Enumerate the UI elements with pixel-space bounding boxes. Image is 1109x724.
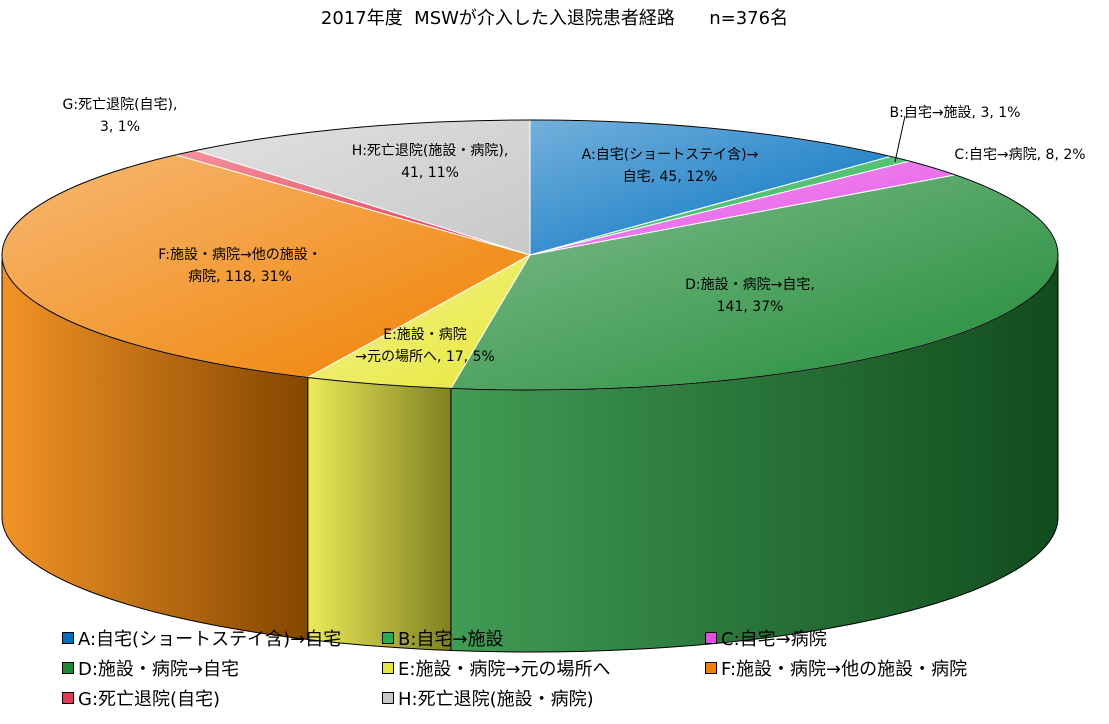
- data-label-line: 自宅, 45, 12%: [622, 169, 718, 185]
- data-label-E: E:施設・病院 →元の場所へ, 17, 5%: [305, 324, 545, 368]
- legend-item-H: H:死亡退院(施設・病院): [382, 684, 594, 712]
- legend-swatch: [382, 632, 394, 644]
- data-label-G: G:死亡退院(自宅), 3, 1%: [10, 94, 230, 138]
- data-label-F: F:施設・病院→他の施設・ 病院, 118, 31%: [80, 244, 400, 288]
- pie-side-E: [307, 376, 452, 651]
- data-label-line: C:自宅→病院, 8, 2%: [954, 147, 1086, 163]
- legend-item-B: B:自宅→施設: [382, 624, 504, 652]
- legend-label: C:自宅→病院: [721, 629, 827, 650]
- legend-item-F: F:施設・病院→他の施設・病院: [705, 654, 967, 682]
- data-label-H: H:死亡退院(施設・病院), 41, 11%: [300, 140, 560, 184]
- data-label-line: 141, 37%: [716, 299, 784, 315]
- legend-label: F:施設・病院→他の施設・病院: [721, 659, 968, 680]
- legend-label: E:施設・病院→元の場所へ: [398, 659, 611, 680]
- legend-label: D:施設・病院→自宅: [78, 659, 240, 680]
- data-label-C: C:自宅→病院, 8, 2%: [905, 144, 1109, 166]
- legend-label: H:死亡退院(施設・病院): [398, 689, 594, 710]
- legend-label: G:死亡退院(自宅): [78, 689, 221, 710]
- legend-item-G: G:死亡退院(自宅): [62, 684, 220, 712]
- pie-sides: [1, 254, 1059, 653]
- data-label-line: F:施設・病院→他の施設・: [158, 247, 322, 263]
- data-label-line: A:自宅(ショートステイ含)→: [581, 147, 759, 163]
- legend-swatch: [62, 632, 74, 644]
- legend-swatch: [62, 662, 74, 674]
- legend-swatch: [382, 662, 394, 674]
- data-label-line: →元の場所へ, 17, 5%: [355, 349, 495, 365]
- data-label-B: B:自宅→施設, 3, 1%: [840, 102, 1070, 124]
- legend-swatch: [705, 662, 717, 674]
- data-label-D: D:施設・病院→自宅, 141, 37%: [600, 274, 900, 318]
- legend-item-E: E:施設・病院→元の場所へ: [382, 654, 611, 682]
- legend-item-C: C:自宅→病院: [705, 624, 827, 652]
- legend-swatch: [382, 692, 394, 704]
- legend-item-A: A:自宅(ショートステイ含)→自宅: [62, 624, 341, 652]
- chart-title: 2017年度 MSWが介入した入退院患者経路 n=376名: [320, 8, 789, 29]
- data-label-line: D:施設・病院→自宅,: [685, 277, 815, 293]
- leader-line-B: [894, 115, 906, 163]
- data-label-line: G:死亡退院(自宅),: [62, 97, 178, 113]
- data-label-line: H:死亡退院(施設・病院),: [351, 143, 509, 159]
- legend-swatch: [705, 632, 717, 644]
- legend: A:自宅(ショートステイ含)→自宅 B:自宅→施設 C:自宅→病院 D:施設・病院→自…: [62, 624, 1102, 724]
- data-label-line: 病院, 118, 31%: [188, 269, 292, 285]
- data-label-A: A:自宅(ショートステイ含)→ 自宅, 45, 12%: [520, 144, 820, 188]
- pie-top: [1, 119, 1059, 391]
- data-label-line: B:自宅→施設, 3, 1%: [889, 105, 1021, 121]
- data-label-line: E:施設・病院: [383, 327, 467, 343]
- data-label-line: 41, 11%: [401, 165, 459, 181]
- legend-label: A:自宅(ショートステイ含)→自宅: [78, 629, 342, 650]
- legend-item-D: D:施設・病院→自宅: [62, 654, 239, 682]
- legend-swatch: [62, 692, 74, 704]
- legend-label: B:自宅→施設: [398, 629, 504, 650]
- data-label-line: 3, 1%: [99, 119, 141, 135]
